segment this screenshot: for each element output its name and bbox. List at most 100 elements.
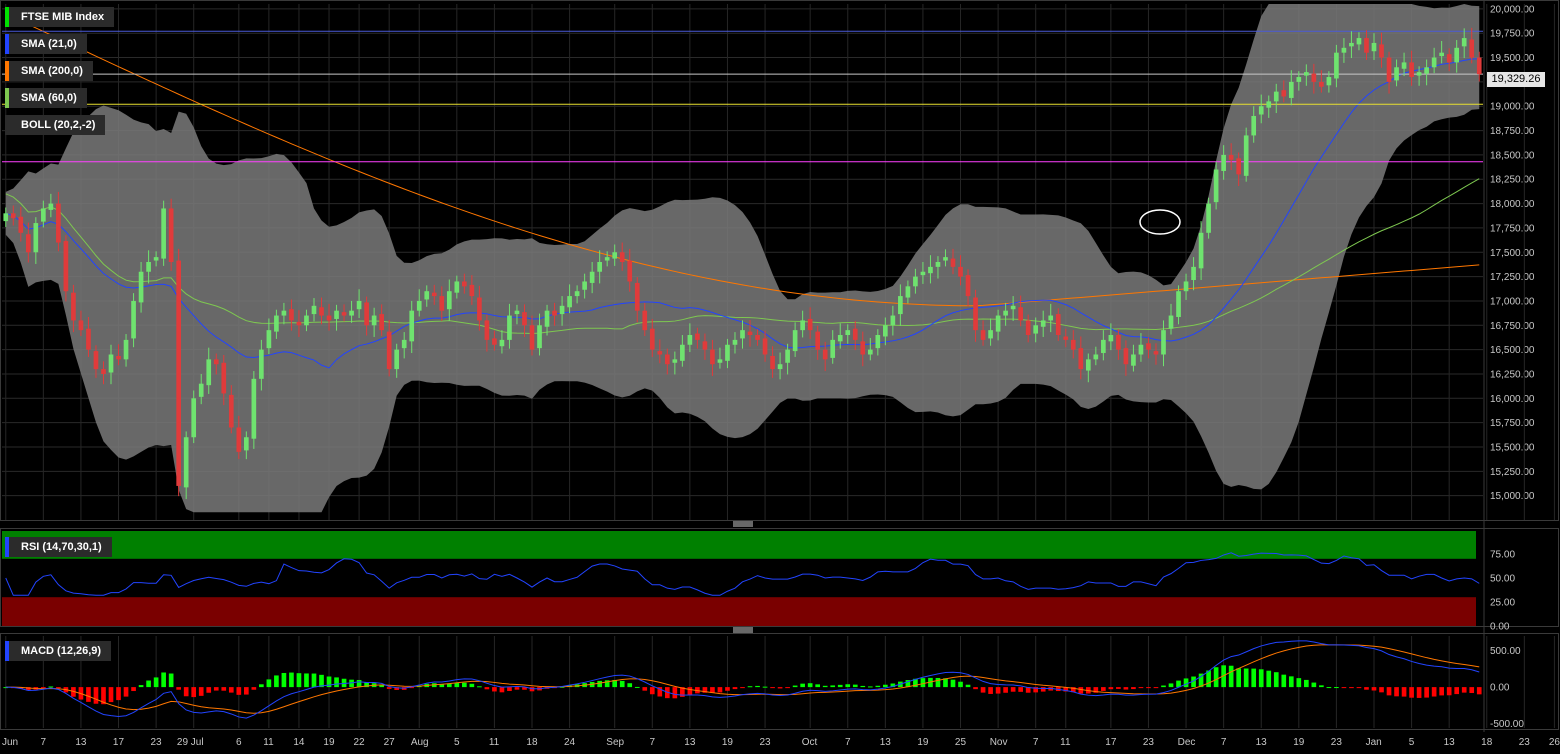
macd-histogram-bar: [1334, 687, 1339, 689]
macd-histogram-bar: [499, 687, 505, 693]
macd-histogram-bar: [108, 687, 114, 703]
macd-histogram-bar: [1108, 687, 1114, 690]
candle: [1003, 302, 1008, 326]
macd-histogram-bar: [1198, 673, 1204, 688]
y-tick-label: 18,250.00: [1490, 175, 1535, 186]
candle: [1048, 303, 1054, 333]
candle: [943, 249, 948, 267]
candle: [213, 353, 219, 375]
candle: [1033, 317, 1039, 343]
x-tick-label: 13: [684, 737, 696, 748]
panel-resize-handle[interactable]: [733, 521, 753, 527]
panel-resize-handle[interactable]: [733, 627, 753, 633]
candle: [1025, 314, 1031, 343]
candle: [747, 319, 753, 347]
macd-histogram-bar: [800, 683, 805, 688]
rsi-tick-label: 75.00: [1490, 550, 1515, 561]
candle: [710, 339, 715, 376]
legend-sma-21-0[interactable]: SMA (21,0): [5, 34, 87, 54]
macd-histogram-bar: [687, 687, 693, 695]
x-tick-label: 11: [1060, 737, 1071, 748]
macd-histogram-bar: [1341, 687, 1347, 689]
candle: [559, 296, 565, 326]
macd-signal-line: [5, 644, 1480, 714]
macd-histogram-bar: [176, 687, 181, 690]
macd-histogram-bar: [988, 687, 993, 694]
macd-histogram-bar: [334, 677, 339, 688]
x-tick-label: Dec: [1178, 737, 1196, 748]
macd-histogram-bar: [236, 687, 242, 695]
macd-histogram-bar: [251, 687, 257, 690]
candle: [642, 302, 648, 336]
legend-ftse-mib-index[interactable]: FTSE MIB Index: [5, 7, 115, 27]
macd-histogram-bar: [1251, 668, 1257, 688]
legend-sma-200-0[interactable]: SMA (200,0): [5, 61, 93, 81]
candle: [740, 320, 745, 349]
legend-rsi[interactable]: RSI (14,70,30,1): [5, 537, 112, 557]
candle: [341, 304, 347, 322]
candle: [168, 198, 174, 271]
candle: [522, 304, 527, 337]
macd-histogram-bar: [777, 687, 783, 689]
candle: [153, 251, 159, 267]
candle: [48, 193, 54, 218]
rsi-tick-label: 0.00: [1490, 622, 1510, 633]
candle: [138, 262, 144, 313]
legend-boll-20-2-2[interactable]: BOLL (20,2,-2): [5, 115, 106, 135]
candle: [612, 244, 618, 266]
macd-tick-label: 500.00: [1490, 646, 1521, 657]
candle: [1101, 330, 1106, 361]
y-tick-label: 19,000.00: [1490, 102, 1535, 113]
macd-histogram-bar: [228, 687, 234, 693]
macd-histogram-bar: [1003, 687, 1008, 693]
candle: [1431, 47, 1437, 74]
candle: [492, 330, 497, 351]
annotation-ellipse: [1139, 209, 1181, 235]
macd-histogram-bar: [131, 687, 136, 692]
legend-sma-60-0[interactable]: SMA (60,0): [5, 88, 87, 108]
macd-histogram-bar: [559, 686, 565, 688]
macd-histogram-bar: [183, 687, 189, 697]
macd-histogram-bar: [680, 687, 685, 697]
macd-histogram-bar: [168, 673, 174, 688]
legend-macd[interactable]: MACD (12,26,9): [5, 641, 112, 661]
x-tick-label: 19: [917, 737, 929, 748]
x-tick-label: 17: [113, 737, 125, 748]
macd-histogram-bar: [1191, 676, 1196, 688]
candle: [544, 304, 550, 336]
candle: [221, 354, 227, 406]
candle: [10, 205, 16, 226]
candle: [462, 273, 467, 294]
candle: [1424, 59, 1429, 86]
macd-histogram-bar: [123, 687, 129, 697]
candle: [1116, 329, 1121, 360]
candle: [1063, 328, 1069, 348]
candle: [1371, 33, 1377, 60]
macd-histogram-bar: [1116, 687, 1121, 689]
x-tick-label: 7: [41, 737, 47, 748]
macd-histogram-bar: [394, 687, 400, 690]
candle: [1191, 257, 1196, 291]
macd-histogram-bar: [1258, 669, 1264, 688]
candle: [131, 293, 136, 348]
candle: [552, 302, 557, 326]
macd-histogram-bar: [326, 676, 332, 688]
candle: [266, 318, 272, 355]
macd-histogram-bar: [1070, 687, 1076, 693]
rsi-overbought-zone: [2, 531, 1476, 559]
candle: [717, 347, 723, 369]
macd-histogram-bar: [1476, 687, 1482, 695]
candle: [311, 298, 317, 322]
candle: [326, 303, 332, 331]
macd-histogram-bar: [732, 687, 738, 690]
candle: [980, 320, 986, 346]
macd-histogram-bar: [1454, 687, 1460, 695]
macd-histogram-bar: [822, 685, 828, 688]
macd-histogram-bar: [364, 682, 369, 688]
macd-histogram-bar: [950, 679, 956, 688]
candle: [364, 296, 369, 336]
macd-histogram-bar: [597, 680, 602, 688]
macd-histogram-bar: [259, 684, 264, 688]
candle: [860, 331, 866, 367]
